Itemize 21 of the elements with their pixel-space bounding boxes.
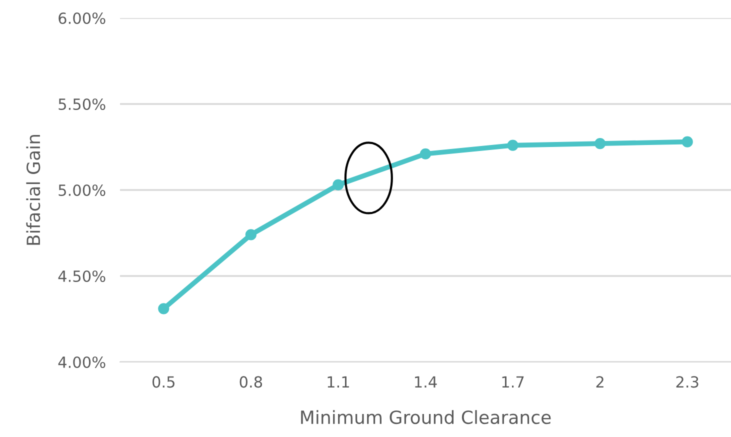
x-tick-label: 0.5: [152, 376, 174, 388]
point: [594, 138, 606, 150]
x-tick-label: 2: [596, 376, 604, 388]
point: [507, 140, 518, 151]
x-tick-label: 2.3: [676, 376, 698, 388]
point: [420, 148, 432, 160]
x-tick-label: 1.1: [328, 376, 349, 388]
y-tick-label: 5.00%: [58, 184, 106, 196]
point: [682, 136, 693, 148]
point: [332, 179, 344, 190]
y-tick-label: 6.00%: [58, 12, 106, 24]
point: [158, 303, 170, 314]
x-axis-title: Minimum Ground Clearance: [301, 410, 551, 424]
x-tick-label: 1.4: [415, 376, 437, 388]
point: [245, 229, 256, 240]
y-tick-label: 5.50%: [58, 98, 106, 110]
y-tick-label: 4.00%: [58, 356, 106, 368]
y-axis-title: Bifacial Gain: [26, 134, 40, 245]
y-tick-label: 4.50%: [58, 270, 106, 282]
x-tick-label: 1.7: [502, 376, 524, 388]
x-tick-label: 0.8: [240, 376, 262, 388]
